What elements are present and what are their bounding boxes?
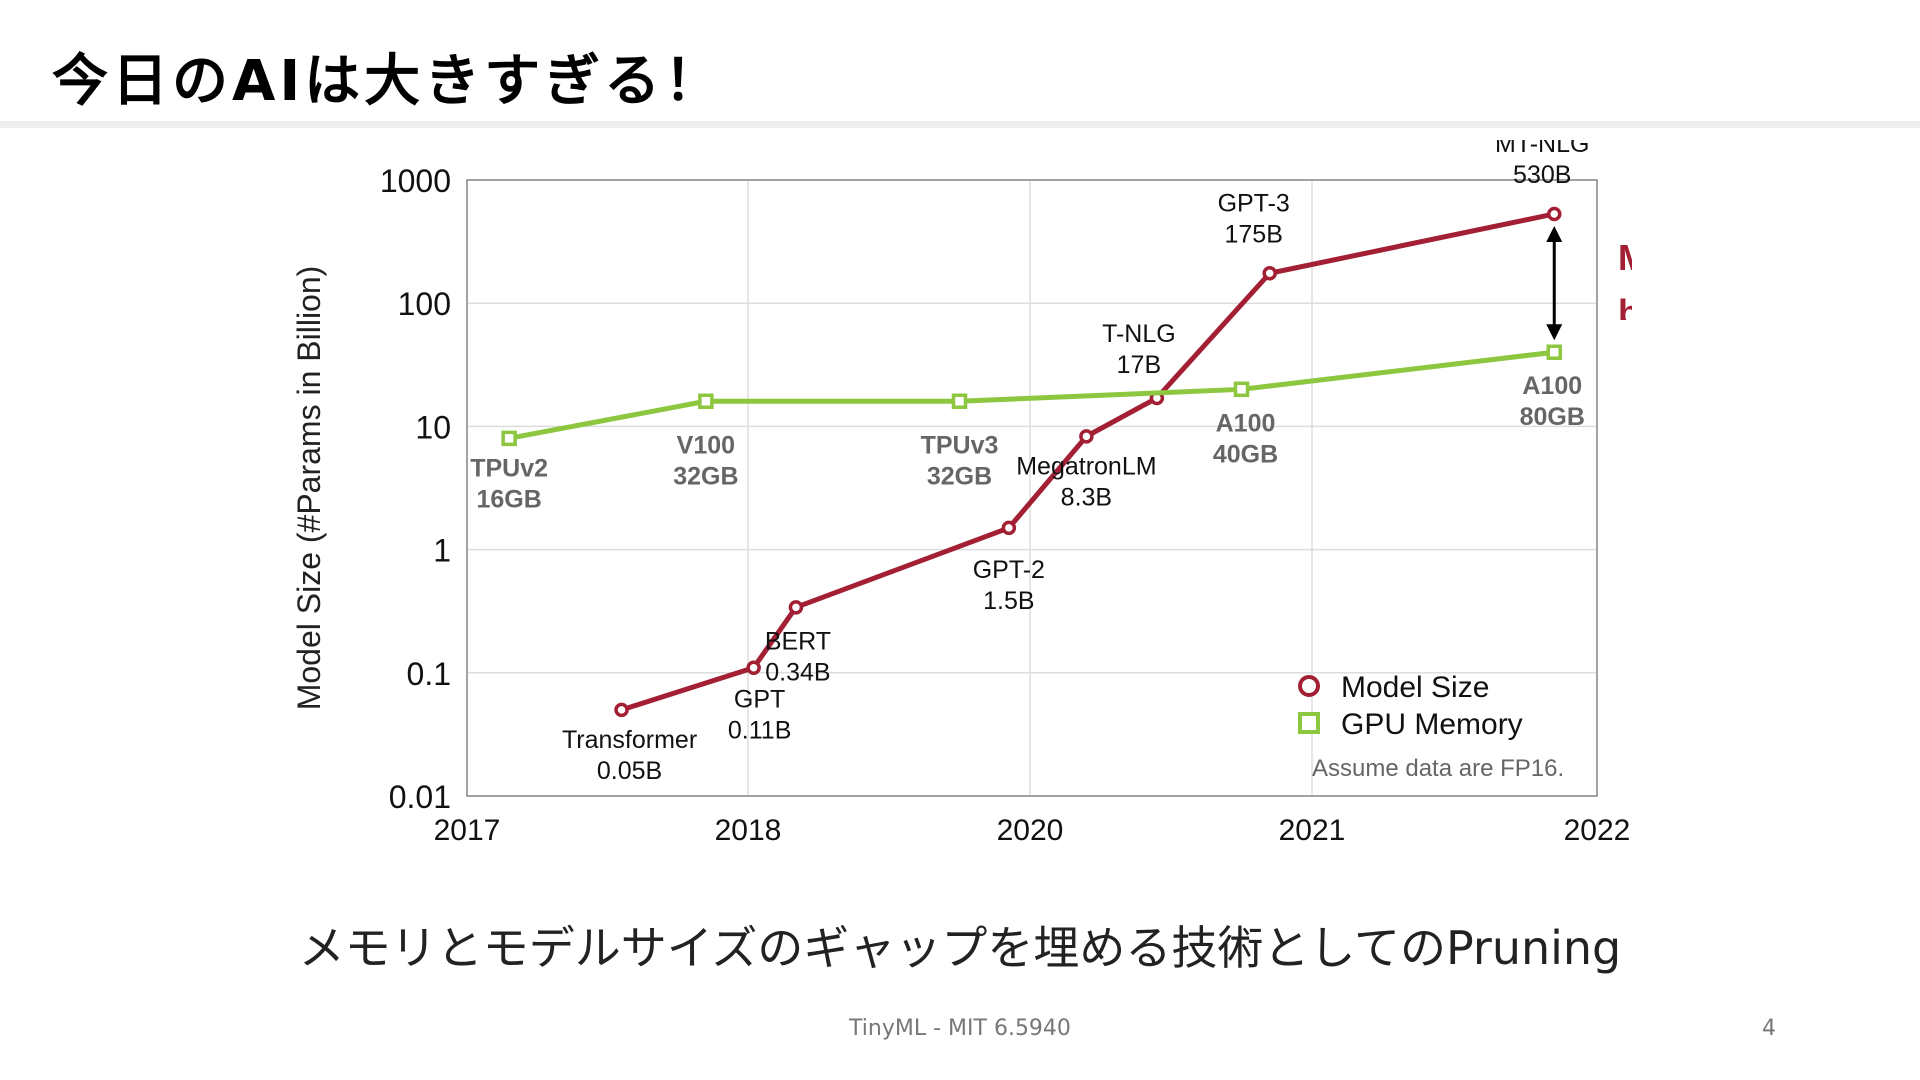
- x-tick-label: 2021: [1279, 814, 1346, 847]
- slide-footer: TinyML - MIT 6.5940: [849, 1016, 1071, 1041]
- y-tick-label: 1000: [380, 163, 451, 199]
- model-size-point-label: BERT: [765, 627, 831, 655]
- model-size-point-label: MT-NLG: [1495, 140, 1589, 158]
- gpu-memory-point-label: V100: [677, 431, 735, 459]
- model-size-point-label: 0.05B: [597, 757, 662, 785]
- gpu-memory-point-label: 16GB: [476, 485, 541, 513]
- legend-model-size-label: Model Size: [1341, 671, 1489, 704]
- gpu-memory-point-label: A100: [1216, 409, 1276, 437]
- y-tick-label: 1: [433, 533, 451, 569]
- y-tick-label: 0.1: [407, 656, 451, 692]
- gpu-memory-point: [698, 393, 714, 410]
- y-tick-label: 100: [398, 286, 451, 322]
- model-size-point-label: GPT-3: [1218, 189, 1290, 217]
- series-layer: [501, 206, 1562, 718]
- gpu-memory-point: [1233, 381, 1250, 398]
- x-tick-label: 2022: [1564, 814, 1631, 847]
- model-size-chart: 0.01 0.1 1 10 100 1000 2017 2018 2020 2021 2022 Mo…: [291, 140, 1631, 847]
- model-size-point-label: T-NLG: [1102, 320, 1176, 348]
- clipped-callout: M b: [1618, 230, 1632, 320]
- model-size-point-label: Transformer: [562, 726, 697, 754]
- legend: Model Size GPU Memory Assume data are FP16…: [1298, 671, 1564, 782]
- gpu-memory-point-label: 32GB: [673, 462, 738, 490]
- x-tick-label: 2017: [434, 814, 501, 847]
- chart-footnote: Assume data are FP16.: [1312, 755, 1564, 782]
- gpu-memory-point: [501, 430, 517, 447]
- model-size-point-label: GPT: [734, 686, 785, 714]
- model-size-point-label: 1.5B: [983, 587, 1034, 615]
- gpu-memory-line: [508, 349, 1555, 441]
- model-size-point-label: 530B: [1513, 161, 1571, 189]
- model-size-point-label: 0.11B: [728, 717, 791, 745]
- y-tick-label: 10: [415, 409, 451, 445]
- slide-caption: メモリとモデルサイズのギャップを埋める技術としてのPruning: [298, 921, 1622, 975]
- legend-model-size-swatch: [1298, 675, 1320, 697]
- gap-arrow-head-up: [1546, 225, 1563, 242]
- legend-gpu-memory-label: GPU Memory: [1341, 708, 1523, 741]
- gpu-memory-point-label: 80GB: [1520, 403, 1585, 431]
- model-size-point: [1547, 206, 1562, 222]
- gap-arrow-head-down: [1546, 324, 1563, 341]
- y-tick-label: 0.01: [389, 779, 451, 815]
- gpu-memory-point: [1546, 344, 1562, 360]
- gap-arrow-layer: [1546, 225, 1563, 341]
- legend-gpu-memory-swatch: [1298, 712, 1320, 734]
- gpu-memory-point: [951, 393, 968, 410]
- model-size-point: [614, 702, 629, 718]
- plot-frame: [466, 179, 1598, 797]
- model-size-point-label: 0.34B: [765, 658, 830, 686]
- model-size-point-label: 17B: [1117, 351, 1161, 379]
- title-divider: [0, 121, 1920, 128]
- y-axis-label: Model Size (#Params in Billion): [291, 266, 327, 711]
- gpu-memory-point-label: TPUv3: [921, 431, 999, 459]
- model-size-point-label: GPT-2: [973, 556, 1045, 584]
- clipped-callout-line: b: [1618, 292, 1632, 320]
- clipped-callout-line: M: [1618, 230, 1632, 285]
- x-tick-label: 2020: [997, 814, 1064, 847]
- model-size-point: [788, 600, 804, 615]
- model-size-point: [1079, 429, 1094, 444]
- x-tick-label: 2018: [715, 814, 782, 847]
- model-size-point: [1262, 266, 1277, 281]
- model-size-point-label: 175B: [1225, 220, 1283, 248]
- model-size-point-label: MegatronLM: [1016, 452, 1156, 480]
- slide-title: 今日のAIは大きすぎる！: [52, 49, 725, 114]
- page-number: 4: [1762, 1016, 1776, 1041]
- tick-layer: 0.01 0.1 1 10 100 1000 2017 2018 2020 2021 2022: [380, 163, 1631, 847]
- point-label-layer: Transformer 0.05B GPT 0.11B BERT 0.34B GPT-2 1.…: [470, 140, 1589, 785]
- model-size-point: [746, 660, 761, 675]
- gpu-memory-point-label: A100: [1522, 372, 1582, 400]
- gpu-memory-point-label: 32GB: [927, 462, 992, 490]
- model-size-point: [1001, 520, 1017, 536]
- model-size-point-label: 8.3B: [1061, 483, 1112, 511]
- model-size-line: [620, 211, 1555, 713]
- gpu-memory-point-label: TPUv2: [470, 454, 548, 482]
- gpu-memory-point-label: 40GB: [1213, 440, 1278, 468]
